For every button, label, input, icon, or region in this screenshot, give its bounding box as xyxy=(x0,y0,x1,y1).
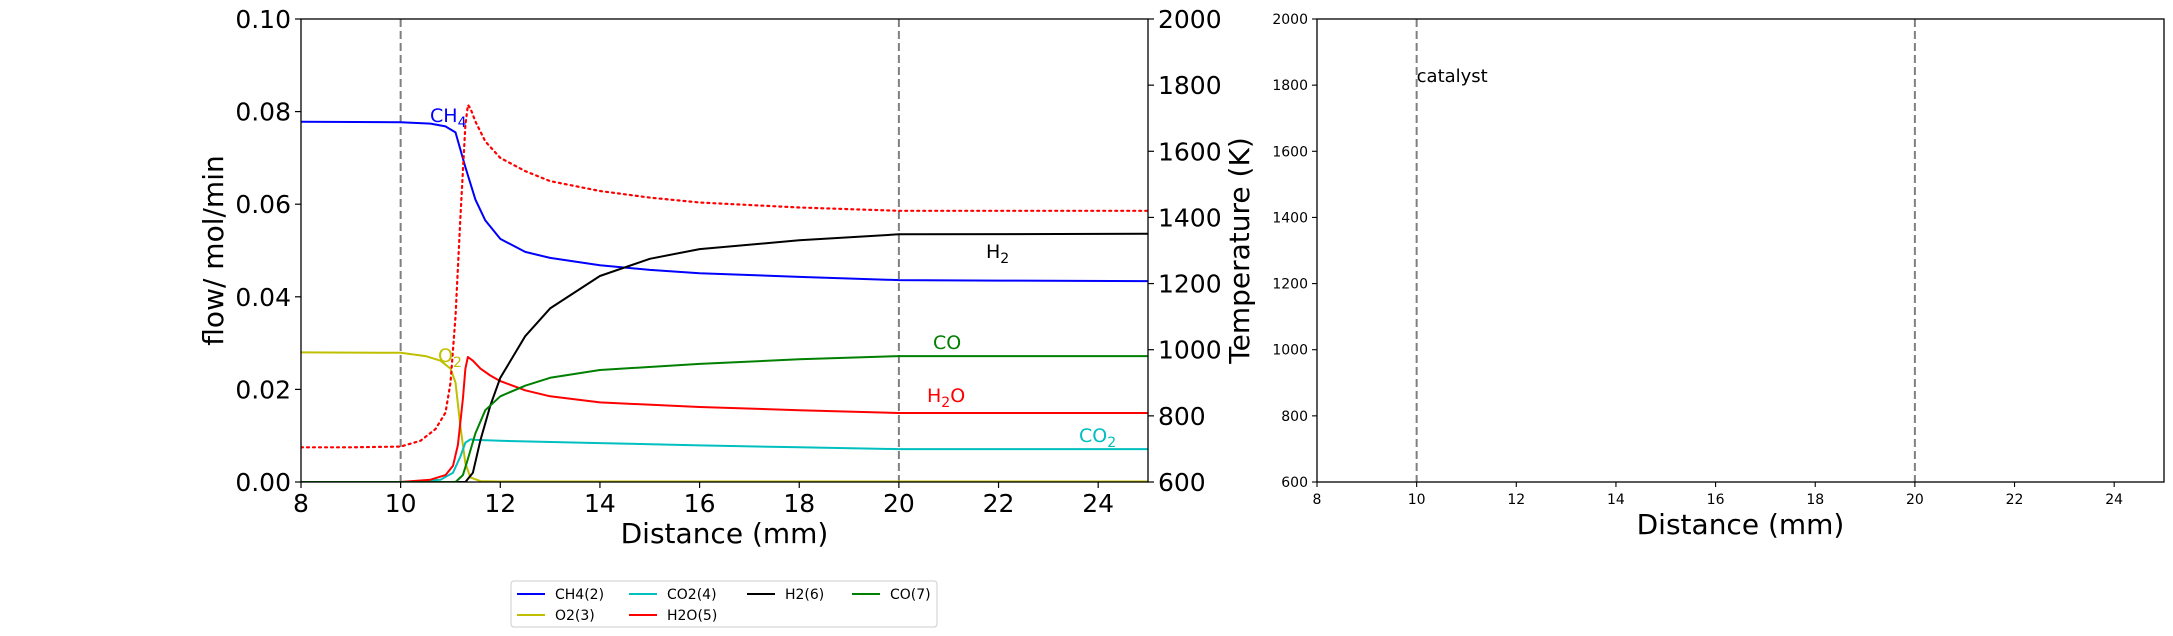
series-line-0 xyxy=(301,120,1148,283)
legend-item: CO(7) xyxy=(852,587,931,603)
x-axis-label: Distance (mm) xyxy=(621,517,829,550)
legend-item: H2(6) xyxy=(747,587,824,603)
series-line-1 xyxy=(301,351,1148,482)
y-tick-label: 1800 xyxy=(1272,78,1308,94)
y2-tick-label: 1600 xyxy=(1158,137,1222,166)
x-axis-label: Distance (mm) xyxy=(1637,508,1845,541)
species-label: H2 xyxy=(986,241,1009,267)
x-tick-label: 24 xyxy=(1082,489,1114,518)
y-tick-label: 1000 xyxy=(1272,343,1308,359)
x-tick-label: 16 xyxy=(1707,492,1725,508)
series-group xyxy=(301,103,1148,482)
species-label: CO xyxy=(933,332,961,354)
legend: CH4(2) CO2(4) H2(6) CO(7) O2(3) H2O(5) xyxy=(510,580,938,628)
legend-label: H2O(5) xyxy=(667,608,717,624)
y2-tick-label: 800 xyxy=(1158,402,1206,431)
x-tick-label: 24 xyxy=(2105,492,2123,508)
x-tick-label: 22 xyxy=(2006,492,2024,508)
legend-label: CO2(4) xyxy=(667,587,717,603)
legend-label: CO(7) xyxy=(890,587,931,603)
y-axis-label: flow/ mol/min xyxy=(197,155,230,345)
y-tick-label: 0.06 xyxy=(235,190,291,219)
y2-tick-label: 2000 xyxy=(1158,5,1222,34)
legend-label: H2(6) xyxy=(785,587,824,603)
x-tick-label: 8 xyxy=(1313,492,1322,508)
series-line-3 xyxy=(301,356,1148,482)
legend-item: CH4(2) xyxy=(517,587,604,603)
legend-item: H2O(5) xyxy=(629,608,717,624)
x-tick-label: 14 xyxy=(1607,492,1625,508)
y-tick-label: 0.04 xyxy=(235,283,291,312)
y-tick-label: 0.10 xyxy=(235,5,291,34)
x-tick-label: 10 xyxy=(385,489,417,518)
y2-tick-label: 1400 xyxy=(1158,203,1222,232)
species-label: H2O xyxy=(927,385,965,411)
y-tick-label: 1600 xyxy=(1272,144,1308,160)
x-tick-label: 12 xyxy=(1507,492,1525,508)
y-tick-label: 1200 xyxy=(1272,277,1308,293)
species-label: CH4 xyxy=(430,105,467,131)
y-tick-label: 1400 xyxy=(1272,210,1308,226)
y2-axis-label: Temperature (K) xyxy=(1223,137,1256,364)
x-tick-label: 18 xyxy=(1806,492,1824,508)
species-label: O2 xyxy=(438,345,462,371)
legend-item: CO2(4) xyxy=(629,587,717,603)
temperature-line xyxy=(301,103,1148,449)
y2-tick-label: 600 xyxy=(1158,468,1206,497)
catalyst-label: catalyst xyxy=(1417,66,1488,87)
x-tick-label: 20 xyxy=(883,489,915,518)
axes-frame xyxy=(300,18,1149,483)
y2-tick-label: 1000 xyxy=(1158,336,1222,365)
legend-frame xyxy=(510,580,938,628)
y-tick-label: 2000 xyxy=(1272,12,1308,28)
species-label: CO2 xyxy=(1079,425,1116,451)
x-tick-label: 20 xyxy=(1906,492,1924,508)
series-line-2 xyxy=(301,438,1148,482)
y2-tick-label: 1200 xyxy=(1158,270,1222,299)
y-tick-label: 0.08 xyxy=(235,98,291,127)
legend-label: CH4(2) xyxy=(555,587,604,603)
x-tick-label: 8 xyxy=(293,489,309,518)
series-line-4 xyxy=(301,232,1148,482)
y2-tick-label: 1800 xyxy=(1158,71,1222,100)
temperature-chart: 8 10 12 14 16 18 20 22 24 600 800 1000 1200 1400 1600 1… xyxy=(1272,12,2165,541)
x-tick-label: 16 xyxy=(684,489,716,518)
x-tick-label: 22 xyxy=(983,489,1015,518)
x-tick-label: 14 xyxy=(584,489,616,518)
flow-temperature-chart: 8 10 12 14 16 18 20 22 24 0.00 0.02 0.04 0.06 0.08 0.1… xyxy=(197,5,1256,550)
x-tick-label: 12 xyxy=(484,489,516,518)
legend-item: O2(3) xyxy=(517,608,595,624)
y-tick-label: 0.00 xyxy=(235,468,291,497)
legend-label: O2(3) xyxy=(555,608,595,624)
x-tick-label: 10 xyxy=(1408,492,1426,508)
y-tick-label: 600 xyxy=(1281,475,1308,491)
y-tick-label: 0.02 xyxy=(235,375,291,404)
y-tick-label: 800 xyxy=(1281,409,1308,425)
axes-frame xyxy=(1316,18,2165,483)
x-tick-label: 18 xyxy=(783,489,815,518)
series-line-5 xyxy=(301,355,1148,482)
